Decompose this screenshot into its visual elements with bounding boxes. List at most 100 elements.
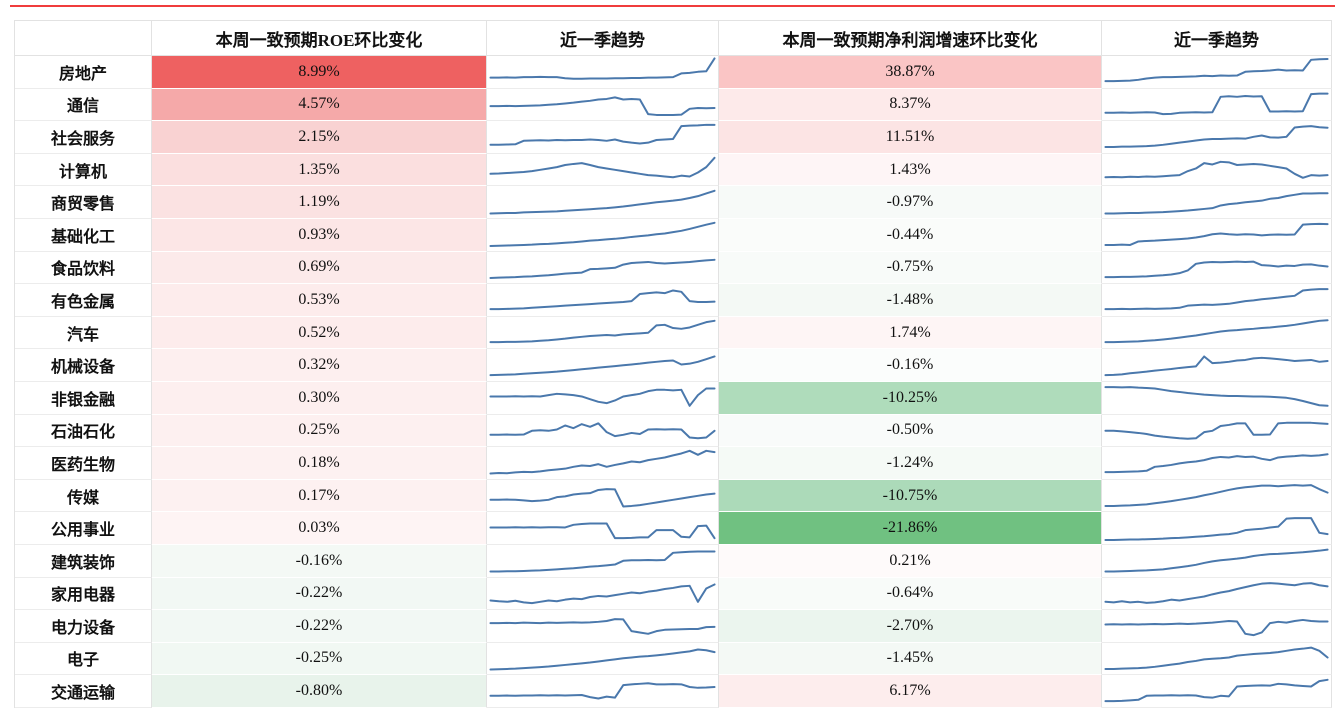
sparkline-path bbox=[490, 260, 714, 278]
sparkline-path bbox=[490, 451, 714, 474]
sector-label: 电力设备 bbox=[15, 610, 152, 643]
np-trend-cell bbox=[1102, 447, 1332, 480]
np-change-cell: 11.51% bbox=[719, 121, 1102, 154]
sector-label: 有色金属 bbox=[15, 284, 152, 317]
np-change-cell: 0.21% bbox=[719, 544, 1102, 578]
np-trend-cell bbox=[1102, 544, 1332, 578]
np-trend-cell bbox=[1102, 153, 1332, 187]
table-row: 公用事业 0.03% -21.86% bbox=[15, 512, 1332, 545]
np-change-cell: 1.43% bbox=[719, 153, 1102, 187]
np-change-cell: 8.37% bbox=[719, 88, 1102, 122]
table-row: 食品饮料 0.69% -0.75% bbox=[15, 251, 1332, 285]
np-change-cell: -0.44% bbox=[719, 218, 1102, 252]
sparkline-path bbox=[1105, 290, 1327, 310]
trend-sparkline-svg bbox=[1102, 676, 1331, 707]
col-header-np-change: 本周一致预期净利润增速环比变化 bbox=[719, 21, 1102, 56]
roe-change-cell: 1.19% bbox=[152, 186, 487, 219]
sparkline-path bbox=[490, 584, 714, 603]
trend-sparkline-svg bbox=[487, 187, 718, 218]
sparkline-path bbox=[1105, 679, 1327, 700]
trend-sparkline-svg bbox=[1102, 545, 1331, 576]
roe-change-cell: -0.16% bbox=[152, 544, 487, 578]
np-trend-cell bbox=[1102, 56, 1332, 89]
roe-trend-cell bbox=[487, 610, 719, 643]
np-trend-cell bbox=[1102, 284, 1332, 317]
sparkline-path bbox=[490, 125, 714, 145]
np-trend-cell bbox=[1102, 381, 1332, 415]
np-change-cell: -2.70% bbox=[719, 610, 1102, 643]
sparkline-path bbox=[1105, 59, 1327, 81]
trend-sparkline-svg bbox=[1102, 415, 1331, 446]
sector-label: 通信 bbox=[15, 88, 152, 122]
trend-sparkline-svg bbox=[487, 382, 718, 413]
table-row: 商贸零售 1.19% -0.97% bbox=[15, 186, 1332, 219]
table-row: 有色金属 0.53% -1.48% bbox=[15, 284, 1332, 317]
header-row: 本周一致预期ROE环比变化 近一季趋势 本周一致预期净利润增速环比变化 近一季趋… bbox=[15, 21, 1332, 56]
sparkline-path bbox=[1105, 356, 1327, 375]
sparkline-path bbox=[490, 523, 714, 538]
roe-change-cell: 0.53% bbox=[152, 284, 487, 317]
table-row: 房地产 8.99% 38.87% bbox=[15, 56, 1332, 89]
roe-trend-cell bbox=[487, 512, 719, 545]
trend-sparkline-svg bbox=[1102, 610, 1331, 641]
sector-label: 基础化工 bbox=[15, 218, 152, 252]
col-header-roe-change: 本周一致预期ROE环比变化 bbox=[152, 21, 487, 56]
roe-trend-cell bbox=[487, 186, 719, 219]
trend-sparkline-svg bbox=[487, 578, 718, 609]
table-row: 传媒 0.17% -10.75% bbox=[15, 479, 1332, 513]
trend-sparkline-svg bbox=[1102, 219, 1331, 250]
sparkline-path bbox=[490, 552, 714, 572]
np-trend-cell bbox=[1102, 642, 1332, 676]
trend-sparkline-svg bbox=[1102, 480, 1331, 511]
roe-trend-cell bbox=[487, 675, 719, 708]
roe-change-cell: 4.57% bbox=[152, 88, 487, 122]
roe-trend-cell bbox=[487, 414, 719, 448]
trend-sparkline-svg bbox=[487, 56, 718, 87]
roe-change-cell: -0.22% bbox=[152, 577, 487, 611]
np-change-cell: -0.75% bbox=[719, 251, 1102, 285]
np-change-cell: -21.86% bbox=[719, 512, 1102, 545]
trend-sparkline-svg bbox=[487, 676, 718, 707]
trend-sparkline-svg bbox=[487, 89, 718, 120]
np-trend-cell bbox=[1102, 577, 1332, 611]
sparkline-path bbox=[1105, 550, 1327, 572]
trend-sparkline-svg bbox=[1102, 643, 1331, 674]
np-change-cell: -1.48% bbox=[719, 284, 1102, 317]
np-trend-cell bbox=[1102, 349, 1332, 382]
sparkline-path bbox=[490, 223, 714, 246]
roe-change-cell: 0.03% bbox=[152, 512, 487, 545]
trend-sparkline-svg bbox=[1102, 578, 1331, 609]
trend-sparkline-svg bbox=[487, 513, 718, 544]
sparkline-path bbox=[1105, 518, 1327, 540]
roe-change-cell: 0.17% bbox=[152, 479, 487, 513]
np-trend-cell bbox=[1102, 512, 1332, 545]
np-trend-cell bbox=[1102, 479, 1332, 513]
trend-sparkline-svg bbox=[1102, 513, 1331, 544]
np-trend-cell bbox=[1102, 414, 1332, 448]
trend-sparkline-svg bbox=[1102, 56, 1331, 87]
sector-label: 计算机 bbox=[15, 153, 152, 187]
trend-sparkline-svg bbox=[487, 447, 718, 478]
sparkline-path bbox=[1105, 583, 1327, 603]
roe-change-cell: 0.30% bbox=[152, 381, 487, 415]
sparkline-path bbox=[1105, 320, 1327, 342]
roe-trend-cell bbox=[487, 56, 719, 89]
trend-sparkline-svg bbox=[487, 415, 718, 446]
roe-trend-cell bbox=[487, 479, 719, 513]
trend-sparkline-svg bbox=[487, 252, 718, 283]
trend-sparkline-svg bbox=[1102, 89, 1331, 120]
sparkline-path bbox=[1105, 94, 1327, 115]
sector-label: 商贸零售 bbox=[15, 186, 152, 219]
table-row: 汽车 0.52% 1.74% bbox=[15, 316, 1332, 350]
trend-sparkline-svg bbox=[1102, 447, 1331, 478]
trend-sparkline-svg bbox=[487, 545, 718, 576]
trend-sparkline-svg bbox=[1102, 284, 1331, 315]
sparkline-path bbox=[1105, 648, 1327, 669]
table-row: 建筑装饰 -0.16% 0.21% bbox=[15, 544, 1332, 578]
trend-sparkline-svg bbox=[487, 284, 718, 315]
sector-label: 电子 bbox=[15, 642, 152, 676]
roe-trend-cell bbox=[487, 381, 719, 415]
trend-sparkline-svg bbox=[1102, 121, 1331, 152]
roe-trend-cell bbox=[487, 544, 719, 578]
sparkline-path bbox=[490, 97, 714, 115]
